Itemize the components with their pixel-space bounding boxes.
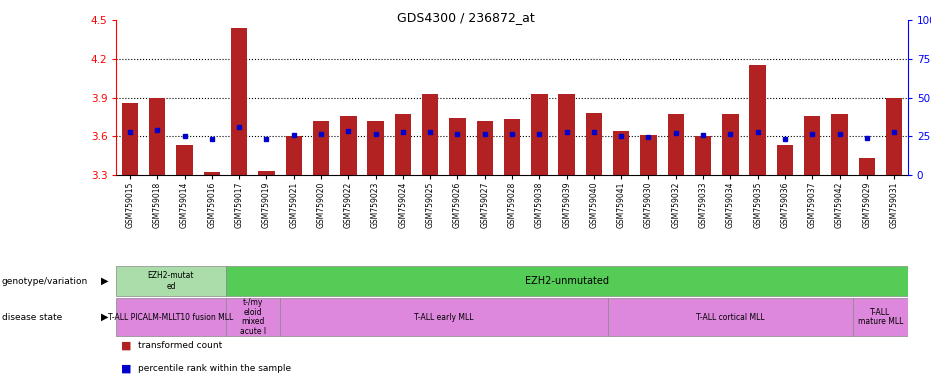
Bar <box>116 266 225 296</box>
Bar <box>225 266 908 296</box>
Bar <box>641 135 656 175</box>
Text: ■: ■ <box>121 341 131 351</box>
Text: GDS4300 / 236872_at: GDS4300 / 236872_at <box>397 12 534 25</box>
Bar <box>831 114 848 175</box>
Bar <box>532 94 547 175</box>
Text: disease state: disease state <box>2 313 62 321</box>
Bar <box>313 121 330 175</box>
Bar <box>122 103 138 175</box>
Text: T-ALL PICALM-MLLT10 fusion MLL: T-ALL PICALM-MLLT10 fusion MLL <box>108 313 234 321</box>
Bar <box>608 298 853 336</box>
Bar <box>280 298 608 336</box>
Text: T-ALL early MLL: T-ALL early MLL <box>414 313 474 321</box>
Bar <box>858 158 875 175</box>
Bar <box>422 94 439 175</box>
Bar <box>586 113 602 175</box>
Text: percentile rank within the sample: percentile rank within the sample <box>138 364 290 373</box>
Bar <box>368 121 384 175</box>
Bar <box>258 171 275 175</box>
Bar <box>395 114 412 175</box>
Bar <box>853 298 908 336</box>
Bar <box>613 131 629 175</box>
Bar <box>225 298 280 336</box>
Bar <box>450 118 466 175</box>
Bar <box>286 136 302 175</box>
Bar <box>477 121 492 175</box>
Bar <box>504 119 520 175</box>
Text: genotype/variation: genotype/variation <box>2 276 88 285</box>
Bar <box>668 114 684 175</box>
Text: EZH2-unmutated: EZH2-unmutated <box>525 276 609 286</box>
Bar <box>722 114 738 175</box>
Text: ▶: ▶ <box>101 276 109 286</box>
Text: T-ALL cortical MLL: T-ALL cortical MLL <box>696 313 764 321</box>
Text: T-ALL
mature MLL: T-ALL mature MLL <box>857 308 903 326</box>
Bar <box>776 145 793 175</box>
Text: ■: ■ <box>121 364 131 374</box>
Text: transformed count: transformed count <box>138 341 222 350</box>
Text: t-/my
eloid
mixed
acute l: t-/my eloid mixed acute l <box>240 298 266 336</box>
Bar <box>749 65 766 175</box>
Bar <box>559 94 574 175</box>
Bar <box>695 136 711 175</box>
Bar <box>116 298 225 336</box>
Bar <box>804 116 820 175</box>
Text: ▶: ▶ <box>101 312 109 322</box>
Bar <box>149 98 166 175</box>
Text: EZH2-mutat
ed: EZH2-mutat ed <box>148 271 195 291</box>
Bar <box>231 28 248 175</box>
Bar <box>340 116 357 175</box>
Bar <box>176 145 193 175</box>
Bar <box>886 98 902 175</box>
Bar <box>204 172 220 175</box>
